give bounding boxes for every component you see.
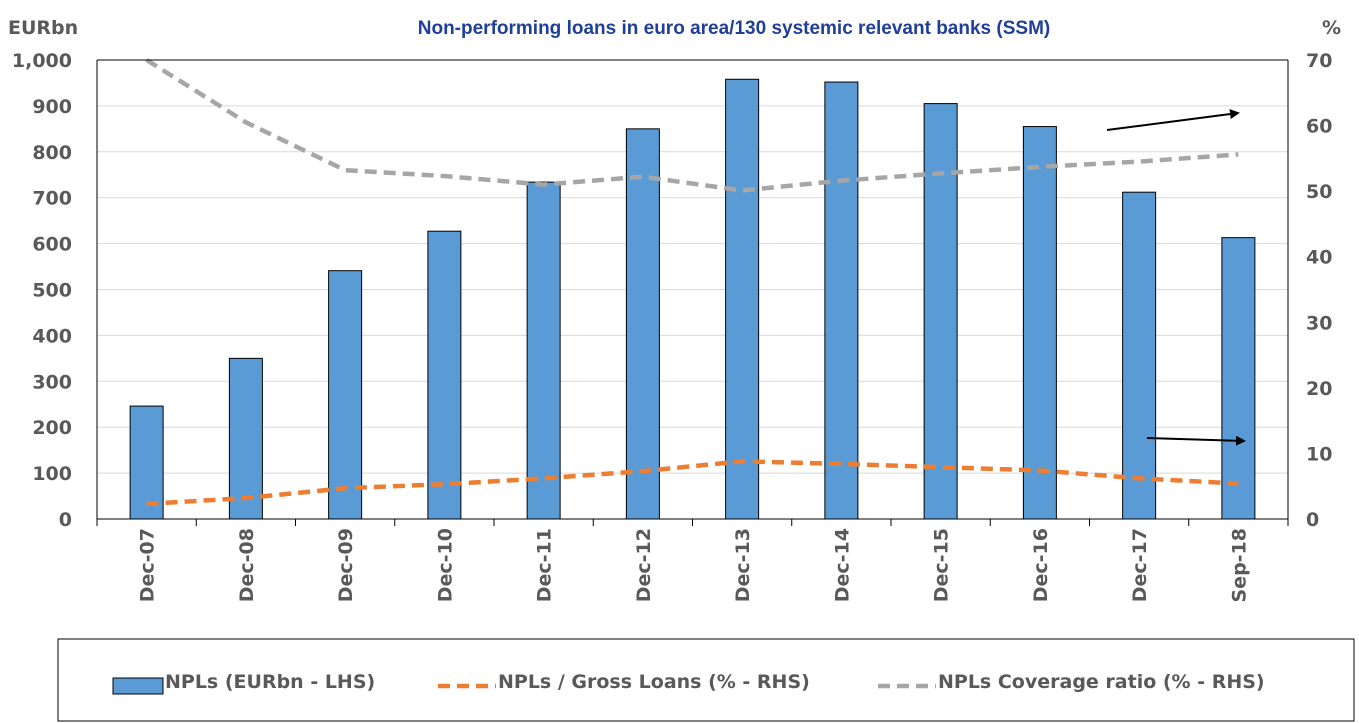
legend-swatch (112, 677, 164, 695)
category-label: Dec-16 (1030, 528, 1052, 602)
line-series (145, 58, 1239, 507)
bar (725, 78, 760, 520)
left-axis-unit: EURbn (8, 17, 78, 39)
right-tick-label: 60 (1306, 116, 1332, 138)
legend-label: NPLs (EURbn - LHS) (165, 671, 375, 693)
axes: 0 100 200 300 400 500 600 700 800 900 1,000 0 10 20 30… (12, 50, 1333, 603)
annotations (1106, 109, 1246, 446)
right-tick-label: 20 (1306, 378, 1332, 400)
right-tick-label: 0 (1306, 509, 1319, 531)
right-tick-label: 70 (1306, 50, 1332, 72)
bar (129, 405, 164, 520)
category-label: Dec-09 (335, 528, 357, 602)
right-tick-label: 40 (1306, 247, 1332, 269)
chart-title: Non-performing loans in euro area/130 sy… (418, 18, 1050, 39)
right-tick-label: 10 (1306, 443, 1332, 465)
left-tick-label: 500 (32, 280, 72, 302)
bar (1122, 191, 1157, 520)
left-tick-label: 600 (32, 234, 72, 256)
legend-label: NPLs / Gross Loans (% - RHS) (498, 671, 810, 693)
bar-series (129, 78, 1256, 520)
bar (923, 103, 958, 520)
bar (228, 357, 263, 520)
bar (824, 81, 859, 520)
legend-label: NPLs Coverage ratio (% - RHS) (938, 671, 1265, 693)
category-label: Dec-13 (732, 528, 754, 602)
arrow-annotation (1146, 435, 1246, 446)
left-tick-label: 1,000 (12, 50, 72, 72)
legend-box (57, 638, 1355, 722)
right-axis-unit: % (1322, 17, 1341, 39)
category-label: Dec-12 (633, 528, 655, 602)
bar (625, 128, 660, 520)
arrow-annotation (1106, 109, 1240, 131)
category-label: Dec-08 (236, 528, 258, 602)
bar (1221, 237, 1256, 520)
gridlines (97, 59, 1288, 474)
left-tick-label: 800 (32, 142, 72, 164)
left-tick-label: 100 (32, 463, 72, 485)
left-tick-label: 0 (59, 509, 72, 531)
right-tick-label: 50 (1306, 181, 1332, 203)
category-label: Dec-07 (137, 528, 159, 602)
series-line (146, 459, 1239, 507)
bar (526, 181, 561, 520)
category-label: Dec-11 (534, 528, 556, 602)
left-tick-label: 400 (32, 325, 72, 347)
category-label: Dec-15 (931, 528, 953, 602)
category-label: Dec-14 (831, 528, 853, 602)
legend: NPLs (EURbn - LHS) NPLs / Gross Loans (% … (57, 638, 1355, 722)
bar (328, 270, 363, 520)
left-tick-label: 900 (32, 96, 72, 118)
series-line (145, 58, 1239, 193)
right-tick-label: 30 (1306, 312, 1332, 334)
category-label: Dec-17 (1129, 528, 1151, 602)
left-tick-label: 300 (32, 371, 72, 393)
category-label: Dec-10 (434, 528, 456, 602)
left-tick-label: 200 (32, 417, 72, 439)
bar (1022, 126, 1057, 520)
bar (427, 230, 462, 520)
category-label: Sep-18 (1228, 528, 1250, 603)
left-tick-label: 700 (32, 188, 72, 210)
